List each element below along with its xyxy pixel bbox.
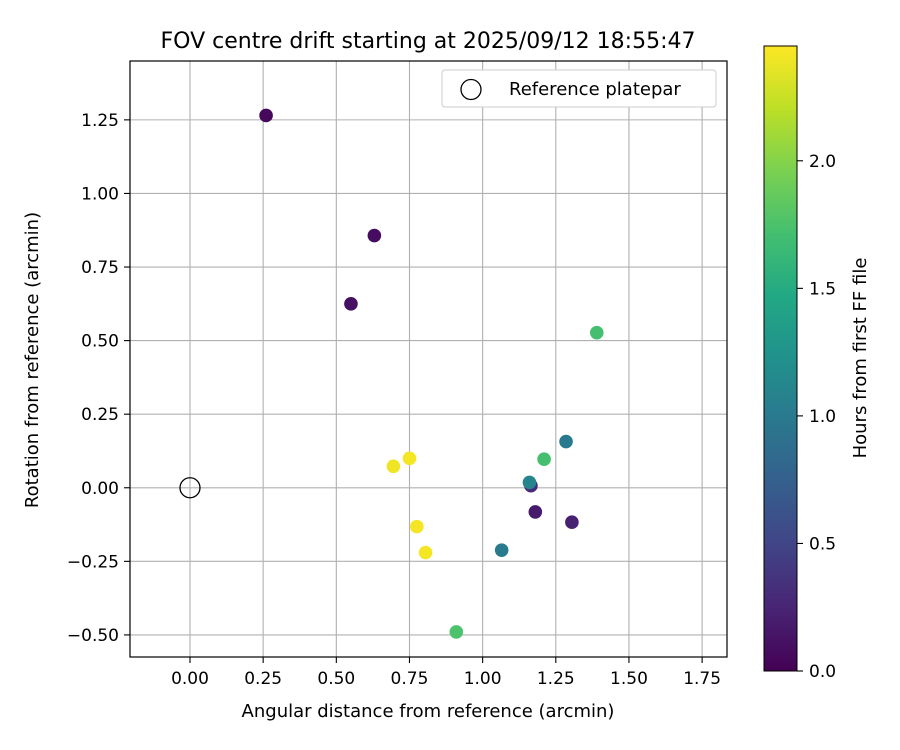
y-axis-ticks: −0.50 −0.25 0.00 0.25 0.50 0.75 1.00 1.25 xyxy=(67,111,130,646)
legend-box xyxy=(441,69,717,108)
y-axis-label: Rotation from reference (arcmin) xyxy=(22,212,43,508)
x-tick-label: 0.75 xyxy=(391,669,429,689)
colorbar-tick-label: 1.5 xyxy=(809,279,836,299)
x-tick-label: 0.00 xyxy=(171,669,209,689)
legend-entry-reference: Reference platepar xyxy=(509,79,681,100)
colorbar: 0.0 0.5 1.0 1.5 2.0 Hours from first FF file xyxy=(763,45,871,682)
data-point xyxy=(537,452,551,467)
plot-area-frame xyxy=(129,60,728,658)
y-tick-label: −0.25 xyxy=(67,552,119,572)
data-point xyxy=(402,451,417,466)
colorbar-label: Hours from first FF file xyxy=(850,258,871,459)
data-point xyxy=(528,505,543,519)
chart-title: FOV centre drift starting at 2025/09/12 … xyxy=(161,29,696,54)
colorbar-gradient xyxy=(763,45,798,672)
x-tick-label: 1.00 xyxy=(464,669,502,689)
y-tick-label: 1.00 xyxy=(81,184,119,204)
data-point xyxy=(559,434,573,449)
data-point xyxy=(344,297,358,311)
x-tick-label: 1.25 xyxy=(537,669,575,689)
legend: Reference platepar xyxy=(441,69,717,108)
data-point xyxy=(449,625,464,639)
colorbar-tick-label: 0.0 xyxy=(809,662,836,682)
y-tick-label: 0.75 xyxy=(81,258,119,278)
x-tick-label: 1.50 xyxy=(610,669,648,689)
data-point xyxy=(565,515,579,530)
data-point xyxy=(409,519,424,534)
data-point xyxy=(386,459,401,474)
data-point xyxy=(418,545,433,560)
data-point xyxy=(589,325,604,340)
data-point xyxy=(522,475,537,490)
colorbar-tick-label: 0.5 xyxy=(809,534,836,554)
colorbar-tick-label: 2.0 xyxy=(809,152,836,172)
data-points xyxy=(259,108,604,639)
reference-marker-layer xyxy=(179,477,201,499)
y-tick-label: 0.00 xyxy=(81,479,119,499)
reference-platepar-marker xyxy=(179,477,201,499)
x-axis-ticks: 0.00 0.25 0.50 0.75 1.00 1.25 1.50 1.75 xyxy=(171,657,721,689)
x-tick-label: 0.25 xyxy=(244,669,282,689)
colorbar-tick-label: 1.0 xyxy=(809,407,836,427)
y-tick-label: 1.25 xyxy=(81,111,119,131)
legend-reference-icon xyxy=(460,78,482,101)
data-point xyxy=(259,108,273,123)
y-tick-label: 0.50 xyxy=(81,332,119,352)
grid-lines xyxy=(130,61,727,657)
y-tick-label: −0.50 xyxy=(67,626,119,646)
data-point xyxy=(494,543,509,557)
x-axis-label: Angular distance from reference (arcmin) xyxy=(242,701,615,722)
y-tick-label: 0.25 xyxy=(81,405,119,425)
x-tick-label: 0.50 xyxy=(317,669,355,689)
colorbar-ticks: 0.0 0.5 1.0 1.5 2.0 xyxy=(797,152,836,682)
data-point xyxy=(367,228,382,243)
x-tick-label: 1.75 xyxy=(683,669,721,689)
